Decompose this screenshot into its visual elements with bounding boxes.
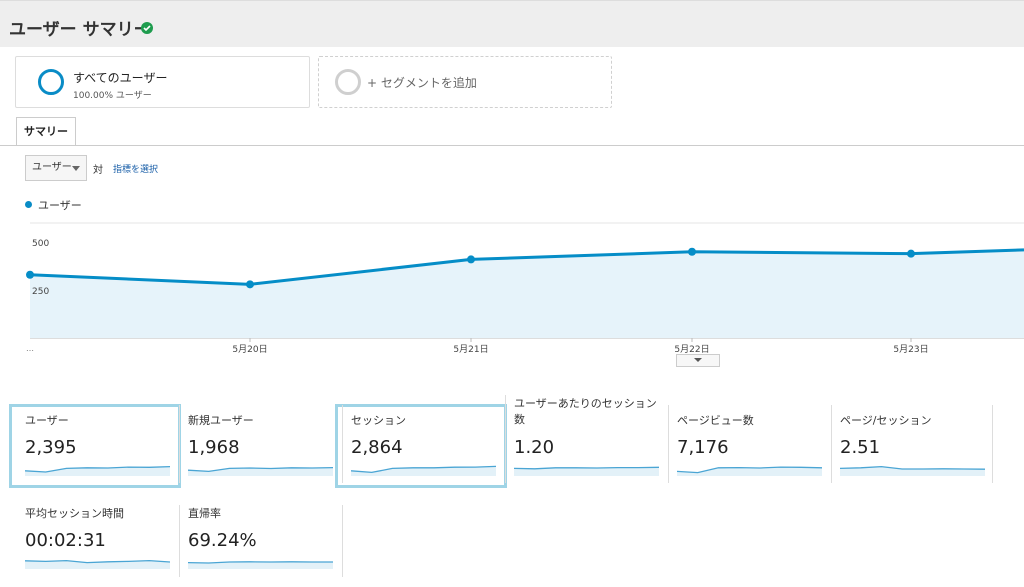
y-tick-label: 250 [32,287,49,297]
metric-value: 69.24% [188,530,257,551]
page-header: ユーザー サマリー [0,0,1024,48]
metric-card[interactable]: 平均セッション時間 00:02:31 [25,506,175,576]
metric-dropdown-value: ユーザー [32,162,72,173]
empty-ring-icon [335,69,361,95]
metric-value: 2.51 [840,437,881,458]
metric-card-divider [179,405,180,483]
metric-highlight-frame [335,404,507,488]
segment-percentage: 100.00% ユーザー [73,91,152,101]
data-point[interactable] [246,280,254,289]
metric-name: 平均セッション時間 [25,507,124,520]
sparkline-fill [188,561,333,569]
sparkline [514,466,659,476]
sparkline [351,465,496,476]
metric-card-divider [668,405,669,483]
metric-name: ユーザーあたりのセッション数 [514,397,657,426]
add-segment-button[interactable]: + セグメントを追加 [318,56,612,108]
metric-card-divider [342,405,343,483]
x-tick-label: 5月22日 [674,344,709,355]
metric-card[interactable]: 新規ユーザー 1,968 [188,413,338,483]
metric-card[interactable]: ユーザーあたりのセッション数 1.20 [514,396,664,476]
legend-dot-icon [25,201,32,208]
metric-card-divider [505,395,506,483]
metric-card-divider [831,405,832,483]
metric-value: 2,395 [25,437,77,458]
data-point[interactable] [26,270,34,279]
metric-name: ユーザー [25,414,69,427]
x-tick-label: 5月21日 [453,344,488,355]
x-tick-label: 5月20日 [232,344,267,355]
data-point[interactable] [907,249,915,258]
metric-name: ページビュー数 [677,414,754,427]
sparkline-line [840,465,985,470]
caret-down-icon [694,358,702,362]
versus-label: 対 [93,165,103,176]
axis-ellipsis: … [26,344,34,353]
sparkline [840,465,985,476]
select-metric-link[interactable]: 指標を選択 [113,165,159,175]
y-tick-label: 500 [32,239,49,249]
segment-ring-icon [38,69,64,95]
users-line-chart[interactable]: 500 250 5月20日 5月21日 5月22日 5月23日 [0,215,1024,355]
metric-value: 7,176 [677,437,729,458]
tab-summary[interactable]: サマリー [16,117,76,146]
metric-name: 直帰率 [188,507,221,520]
page-title: ユーザー サマリー [9,20,151,40]
data-point[interactable] [688,247,696,256]
metric-value: 00:02:31 [25,530,106,551]
metric-card-divider [342,505,343,577]
metric-value: 1,968 [188,437,240,458]
metric-name: 新規ユーザー [188,414,254,427]
segment-all-users[interactable]: すべてのユーザー 100.00% ユーザー [15,56,310,108]
metric-card-divider [992,405,993,483]
metric-card[interactable]: ページ/セッション 2.51 [840,413,990,483]
x-tick-label: 5月23日 [893,344,928,355]
check-circle-icon [141,22,153,34]
sparkline-line [677,466,822,474]
sparkline-fill [25,560,170,569]
metric-card-divider [179,505,180,577]
sparkline-line [351,465,496,474]
series-line-users [29,248,1024,286]
sparkline-fill [514,467,659,476]
metric-card[interactable]: ユーザー 2,395 [25,413,175,483]
series-area-fill [30,249,1024,338]
data-point[interactable] [467,255,475,264]
metric-name: セッション [351,414,406,427]
tab-divider [0,145,1024,146]
sparkline [188,466,333,476]
sparkline [25,559,170,569]
metric-highlight-frame [9,404,181,488]
sparkline-line [514,466,659,470]
metric-card[interactable]: 直帰率 69.24% [188,506,338,576]
add-segment-label: + セグメントを追加 [367,76,477,90]
segment-name: すべてのユーザー [73,71,168,85]
sparkline-fill [351,466,496,476]
metric-card[interactable]: セッション 2,864 [351,413,501,483]
metric-dropdown[interactable]: ユーザー [25,155,87,181]
metric-value: 1.20 [514,437,555,458]
metric-name: ページ/セッション [840,414,932,427]
chevron-down-icon [72,166,80,171]
sparkline-fill [25,466,170,476]
sparkline-line [188,561,333,564]
legend-label: ユーザー [38,199,82,212]
sparkline-line [25,465,170,473]
metric-card[interactable]: ページビュー数 7,176 [677,413,827,483]
sparkline-line [25,559,170,564]
sparkline [188,561,333,569]
sparkline [677,466,822,476]
chart-collapse-handle[interactable] [676,354,720,367]
metric-value: 2,864 [351,437,403,458]
sparkline-line [188,466,333,473]
sparkline [25,465,170,476]
